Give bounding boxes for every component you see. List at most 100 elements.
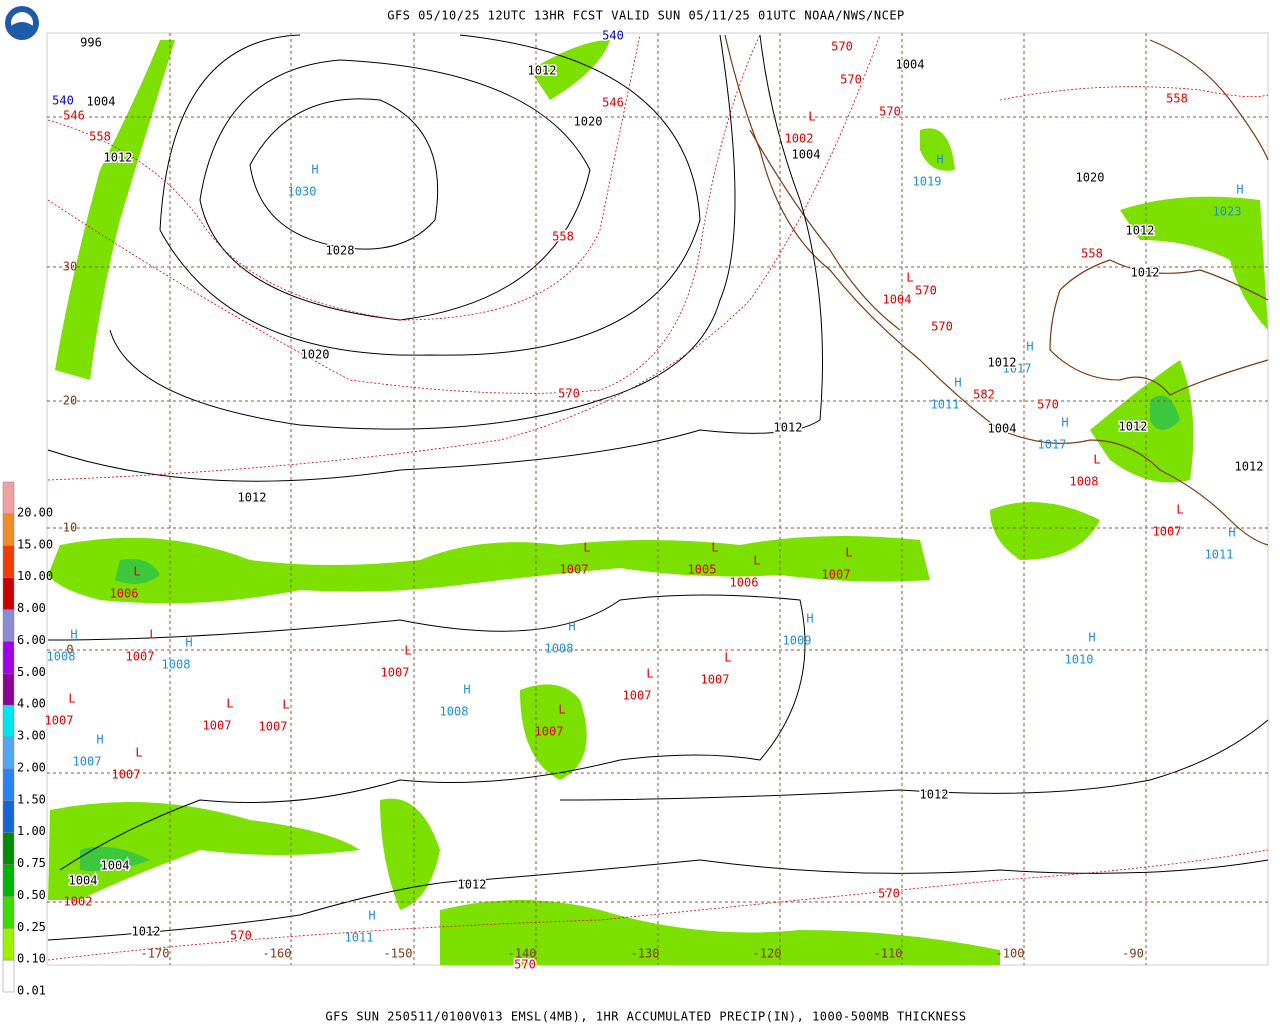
longitude-label: -120	[753, 947, 782, 961]
legend-swatch	[2, 959, 15, 993]
pressure-center-value: 1007	[112, 768, 141, 782]
legend-label: 0.25	[17, 920, 46, 934]
thickness-label: 570	[1037, 398, 1059, 412]
isobar-label: 1012	[1126, 224, 1155, 238]
thickness-label: 558	[1081, 247, 1103, 261]
pressure-center-symbol: H	[96, 733, 103, 747]
isobar-label: 1020	[574, 115, 603, 129]
isobar-label: 1012	[774, 421, 803, 435]
isobar-label: 1012	[238, 491, 267, 505]
legend-label: 0.01	[17, 984, 46, 998]
pressure-center-value: 1006	[110, 587, 139, 601]
isobar-label: 1004	[792, 148, 821, 162]
isobar-label: 1020	[1076, 171, 1105, 185]
legend-label: 5.00	[17, 665, 46, 679]
pressure-center-value: 1004	[883, 293, 912, 307]
legend-swatch	[2, 864, 15, 897]
pressure-center-value: 1023	[1213, 205, 1242, 219]
pressure-center-value: 1011	[1205, 548, 1234, 562]
pressure-center-value: 1011	[345, 931, 374, 945]
thickness-label: 570	[230, 929, 252, 943]
pressure-center-value: 1007	[259, 720, 288, 734]
legend-label: 1.50	[17, 792, 46, 806]
coastlines	[724, 34, 1269, 546]
pressure-center-symbol: H	[1228, 526, 1235, 540]
thickness-label: 558	[552, 230, 574, 244]
pressure-center-value: 1002	[64, 895, 93, 909]
legend-label: 6.00	[17, 633, 46, 647]
pressure-center-symbol: L	[133, 565, 140, 579]
legend-swatch	[2, 928, 15, 961]
thickness-label: 570	[831, 40, 853, 54]
longitude-label: -90	[1122, 947, 1144, 961]
longitude-label: -170	[141, 947, 170, 961]
isobar-label: 1012	[1131, 266, 1160, 280]
precip-legend: 0.01 0.10 0.25 0.50 0.75 1.00 1.50 2.00 3.00 4.00…	[2, 481, 53, 998]
pressure-center-symbol: L	[1093, 453, 1100, 467]
pressure-center-symbol: L	[906, 271, 913, 285]
isobar-label: 1012	[1119, 420, 1148, 434]
pressure-center-value: 1007	[45, 714, 74, 728]
thickness-label: 570	[931, 320, 953, 334]
pressure-center-value: 1007	[623, 689, 652, 703]
pressure-center-value: 1008	[47, 650, 76, 664]
pressure-center-value: 1007	[822, 568, 851, 582]
longitude-label: -150	[384, 947, 413, 961]
latitude-label: 0	[66, 643, 73, 657]
thickness-label: 582	[973, 388, 995, 402]
latitude-label: 20	[63, 394, 77, 408]
pressure-center-value: 1007	[203, 719, 232, 733]
pressure-center-symbol: L	[753, 554, 760, 568]
legend-swatch	[2, 481, 15, 515]
pressure-center-value: 1019	[913, 175, 942, 189]
thickness-label-cold: 540	[602, 29, 624, 43]
isobar-label: 1012	[132, 925, 161, 939]
legend-label: 3.00	[17, 729, 46, 743]
legend-swatch	[2, 896, 15, 929]
isobar-label: 1004	[69, 874, 98, 888]
pressure-center-symbol: L	[135, 746, 142, 760]
isobars	[47, 34, 1269, 941]
legend-swatch	[2, 545, 15, 578]
pressure-center-symbol: L	[87, 873, 94, 887]
pressure-center-value: 1007	[560, 563, 589, 577]
isobar-label: 1004	[896, 58, 925, 72]
isobar-label: 1004	[87, 95, 116, 109]
isobar-label: 1012	[988, 356, 1017, 370]
pressure-center-symbol: H	[1061, 416, 1068, 430]
pressure-center-value: 1005	[688, 563, 717, 577]
pressure-center-symbol: H	[368, 909, 375, 923]
legend-swatch	[2, 577, 15, 610]
pressure-center-symbol: L	[282, 698, 289, 712]
legend-label: 0.10	[17, 952, 46, 966]
pressure-center-symbol: L	[558, 703, 565, 717]
isobar-label: 1020	[301, 348, 330, 362]
pressure-center-symbol: L	[808, 110, 815, 124]
legend-label: 15.00	[17, 537, 53, 551]
pressure-center-symbol: H	[1236, 183, 1243, 197]
legend-swatch	[2, 704, 15, 738]
legend-label: 10.00	[17, 569, 53, 583]
pressure-center-value: 1002	[785, 132, 814, 146]
legend-label: 1.00	[17, 824, 46, 838]
pressure-center-symbol: H	[1088, 631, 1095, 645]
pressure-center-value: 1017	[1038, 438, 1067, 452]
pressure-center-value: 1007	[535, 725, 564, 739]
longitude-label: -100	[996, 947, 1025, 961]
legend-label: 2.00	[17, 760, 46, 774]
pressure-center-value: 1007	[1153, 525, 1182, 539]
legend-swatch	[2, 736, 15, 770]
thickness-label: 546	[602, 96, 624, 110]
thickness-label: 570	[558, 387, 580, 401]
pressure-center-value: 1007	[73, 755, 102, 769]
pressure-center-value: 1007	[126, 650, 155, 664]
legend-swatch	[2, 768, 15, 801]
isobar-label: 1004	[101, 859, 130, 873]
pressure-center-symbol: L	[724, 651, 731, 665]
isobar-label: 1012	[528, 64, 557, 78]
isobar-label: 1028	[326, 244, 355, 258]
longitude-label: -110	[874, 947, 903, 961]
isobar-label: 1012	[458, 878, 487, 892]
